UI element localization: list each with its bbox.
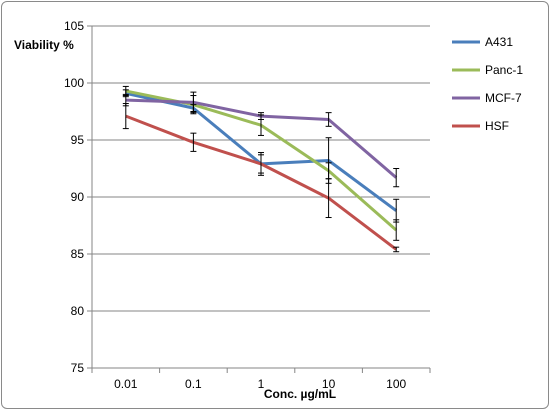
x-tick-label: 0.01 [114,377,138,391]
y-tick-label: 85 [71,247,85,261]
error-bar [393,168,400,188]
y-tick-label: 90 [71,190,85,204]
x-tick-label: 10 [322,377,336,391]
y-axis-title: Viability % [14,38,74,52]
error-bar [393,219,400,241]
x-tick-labels: 0.01 0.1 1 10 100 [114,377,406,391]
legend-label: A431 [485,35,513,49]
x-tick-label: 100 [386,377,406,391]
error-bar [325,178,332,219]
legend: A431 Panc-1 MCF-7 HSF [452,35,523,133]
error-bar [258,112,264,120]
gridlines [87,25,431,373]
x-tick-label: 1 [258,377,265,391]
y-tick-label: 80 [71,304,85,318]
error-bar [258,154,264,174]
x-axis-title: Conc. µg/mL [264,387,336,401]
legend-item: HSF [452,119,509,133]
y-tick-label: 100 [64,76,84,90]
legend-item: A431 [452,35,513,49]
y-tick-label: 95 [71,133,85,147]
error-bar [122,103,129,130]
y-tick-label: 105 [64,19,84,33]
legend-item: Panc-1 [452,63,523,77]
legend-label: Panc-1 [485,63,523,77]
x-tick-label: 0.1 [185,377,202,391]
error-bars [122,85,400,253]
series-line-hsf [125,114,398,251]
legend-label: MCF-7 [485,91,522,105]
y-tick-labels: 75 80 85 90 95 100 105 [64,19,84,375]
legend-label: HSF [485,119,509,133]
y-tick-label: 75 [71,361,85,375]
error-bar [190,91,197,114]
legend-item: MCF-7 [452,91,522,105]
error-bar [393,246,400,253]
error-bar [325,112,332,127]
error-bar [190,132,197,152]
axes [91,26,430,369]
